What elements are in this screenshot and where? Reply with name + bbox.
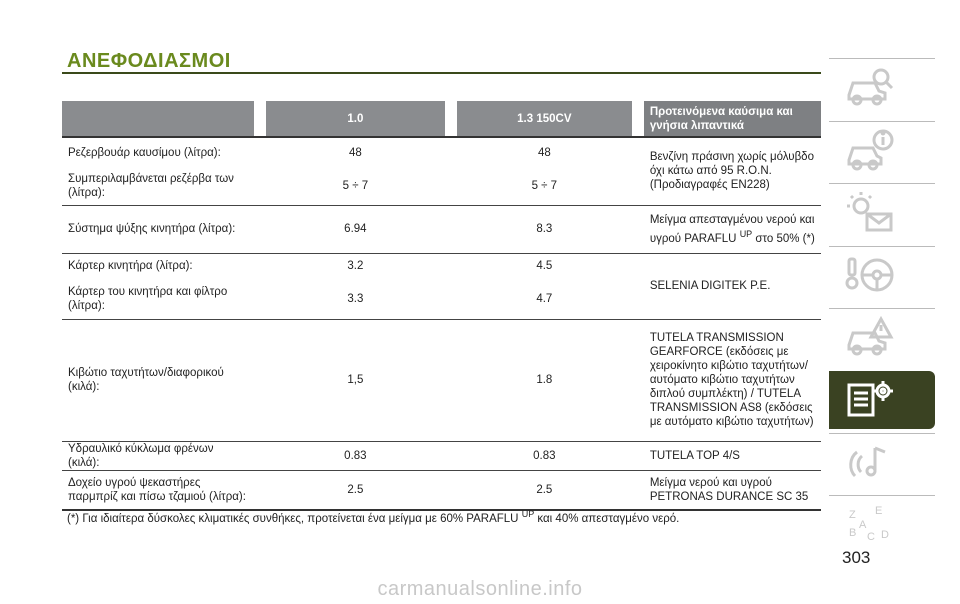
tab-car-info[interactable] [829, 120, 935, 180]
svg-text:C: C [867, 531, 875, 543]
alphabetical-index-icon: Z E A B C D [849, 505, 889, 543]
recommended-engine-oil: SELENIA DIGITEK P.E. [643, 253, 821, 320]
footnote: (*) Για ιδιαίτερα δύσκολες κλιματικές συ… [67, 509, 680, 525]
title-divider [62, 72, 821, 74]
chapter-tabs: Z E A B C D [829, 58, 935, 558]
header-blank [62, 101, 254, 137]
table-row: Ρεζερβουάρ καυσίμου (λίτρα): 48 48 Βενζί… [62, 137, 821, 206]
tab-driving[interactable] [829, 245, 935, 305]
recommended-gearbox-oil: TUTELA TRANSMISSION GEARFORCE (εκδόσεις … [643, 319, 821, 442]
svg-text:B: B [849, 527, 856, 539]
recommended-coolant: Μείγμα απεσταγμένου νερού και υγρού PARA… [643, 205, 821, 254]
tab-multimedia[interactable] [829, 432, 935, 492]
tab-technical-data[interactable] [829, 370, 935, 429]
multimedia-icon [849, 446, 886, 477]
steering-wheel-icon [845, 257, 894, 292]
fuel-capacity-table: 1.0 1.3 150CV Προτεινόμενα καύσιμα και γ… [62, 101, 821, 511]
tab-car-search[interactable] [829, 58, 935, 117]
recommended-brake-fluid: TUTELA TOP 4/S [643, 441, 821, 471]
table-row: Σύστημα ψύξης κινητήρα (λίτρα): 6.94 8.3… [62, 205, 821, 254]
table-row: Κάρτερ κινητήρα (λίτρα): 3.2 4.5 SELENIA… [62, 253, 821, 320]
table-row: Υδραυλικό κύκλωμα φρένων (κιλά): 0.83 0.… [62, 441, 821, 471]
svg-text:E: E [875, 505, 882, 517]
recommended-washer-fluid: Μείγμα νερού και υγρού PETRONAS DURANCE … [643, 470, 821, 511]
table-row: Δοχείο υγρού ψεκαστήρες παρμπρίζ και πίσ… [62, 470, 821, 511]
car-info-icon [847, 129, 894, 171]
svg-text:A: A [859, 519, 867, 531]
warning-light-mail-icon [847, 192, 893, 232]
header-recommended: Προτεινόμενα καύσιμα και γνήσια λιπαντικ… [643, 101, 821, 137]
table-row: Συμπεριλαμβάνεται ρεζέρβα των (λίτρα): 5… [62, 167, 821, 206]
tab-emergency[interactable] [829, 308, 935, 368]
technical-data-icon [847, 380, 893, 417]
table-header-row: 1.0 1.3 150CV Προτεινόμενα καύσιμα και γ… [62, 101, 821, 137]
tab-index[interactable]: Z E A B C D [829, 495, 935, 555]
car-search-icon [847, 68, 894, 106]
page-number: 303 [842, 548, 871, 567]
header-engine-1-3: 1.3 150CV [456, 101, 632, 137]
svg-text:D: D [881, 529, 889, 541]
svg-text:Z: Z [849, 509, 856, 521]
watermark: carmanualsonline.info [377, 578, 583, 600]
header-engine-1-0: 1.0 [265, 101, 445, 137]
section-title: ΑΝΕΦΟΔΙΑΣΜΟΙ [67, 50, 231, 72]
table-row: Κιβώτιο ταχυτήτων/διαφορικού (κιλά): 1,5… [62, 319, 821, 442]
tab-warning-lights[interactable] [829, 183, 935, 243]
car-warning-icon [847, 316, 894, 356]
table-row: Κάρτερ του κινητήρα και φίλτρο (λίτρα): … [62, 279, 821, 320]
recommended-fuel: Βενζίνη πράσινη χωρίς μόλυβδο όχι κάτω α… [643, 137, 821, 206]
